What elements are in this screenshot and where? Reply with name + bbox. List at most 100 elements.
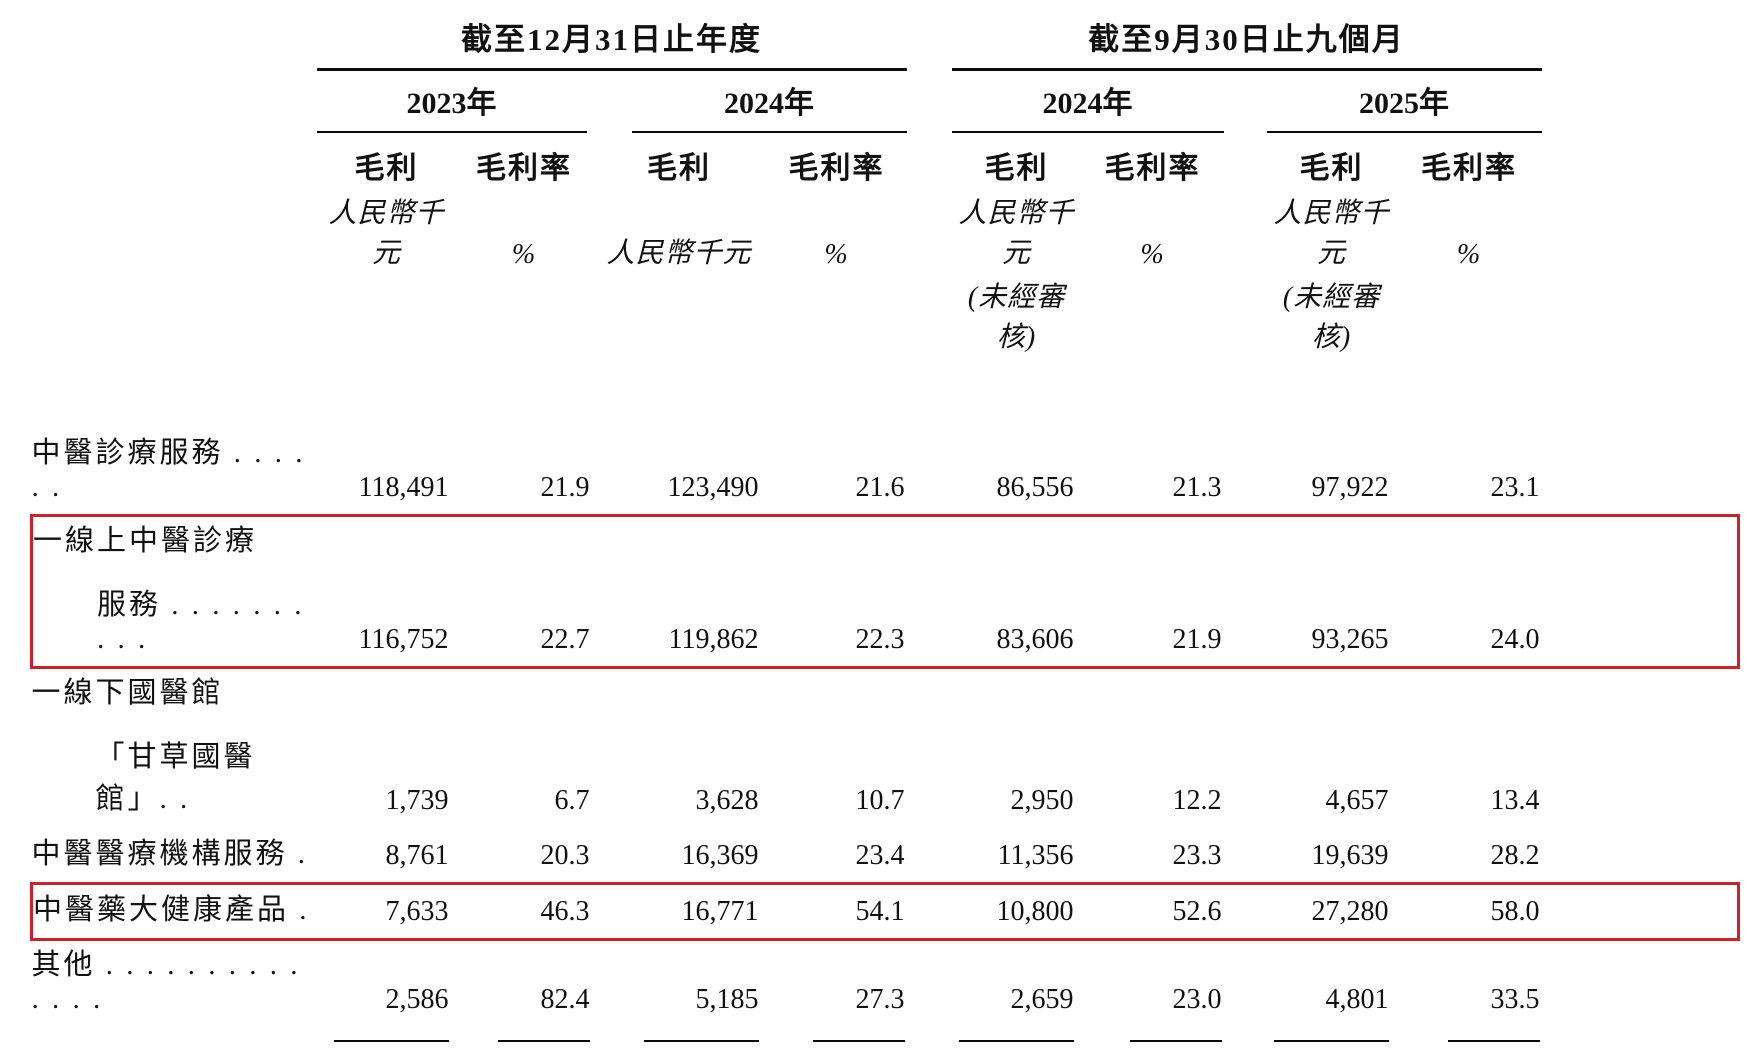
cell-value: 2,659 <box>1010 983 1074 1015</box>
rmb-thousand-unit: 人民幣千元 <box>958 198 1075 269</box>
empty-cell <box>1541 514 1740 669</box>
cell-value: 22.7 <box>456 514 592 669</box>
empty-cell <box>1542 275 1739 359</box>
row-tcm-health-products-highlighted: 中醫藥大健康產品 . 7,633 46.3 16,771 54.1 10,800… <box>30 881 1740 941</box>
cell-value: 27,280 <box>1223 881 1397 941</box>
empty-cell <box>32 1026 317 1048</box>
cell-value: 16,771 <box>591 881 767 941</box>
gross-profit-header: 毛利 <box>984 152 1049 185</box>
empty-cell <box>32 14 317 71</box>
cell-value: 27.3 <box>855 983 905 1015</box>
row-offline-gancao-clinics: 一線下國醫館 「甘草國醫館」. . 1,739 6.7 3,628 10.7 2… <box>32 668 1739 828</box>
cell-value: 33.5 <box>1490 983 1540 1015</box>
empty-cell <box>32 133 317 191</box>
unit-header-row: 人民幣千元 % 人民幣千元 % 人民幣千元 % 人民幣千元 % <box>32 191 1739 275</box>
empty-cell <box>1542 133 1739 191</box>
cell-value: 123,490 <box>667 472 759 503</box>
cell-value: 86,556 <box>996 472 1074 503</box>
cell-value: 54.1 <box>766 881 907 941</box>
unaudited-note: (未經審核) <box>1282 282 1381 353</box>
cell-value: 2,586 <box>385 983 449 1015</box>
cell-value: 21.9 <box>540 472 590 503</box>
cell-value: 22.3 <box>766 514 907 669</box>
cell-value: 28.2 <box>1490 839 1540 871</box>
percent-unit: % <box>824 239 849 270</box>
cell-value: 8,761 <box>385 839 449 871</box>
year-2024-fy: 2024年 <box>592 71 907 133</box>
period-group-rule: 截至12月31日止年度 <box>316 14 907 71</box>
cell-value: 7,633 <box>316 881 457 941</box>
gross-profit-by-segment-table: 截至12月31日止年度 截至9月30日止九個月 2023年 2024年 2024… <box>30 14 1740 1048</box>
row-tcm-diagnosis-treatment-services: 中醫診療服務 . . . . . . 118,491 21.9 123,490 … <box>32 429 1739 516</box>
year-label: 2024年 <box>724 87 814 120</box>
row-label: 中醫醫療機構服務 . <box>31 837 309 870</box>
row-online-tcm-services-highlighted: 一線上中醫診療 服務 . . . . . . . . . . 116,752 2… <box>30 514 1740 669</box>
row-label: 其他 . . . . . . . . . . . . . . <box>31 948 301 1015</box>
cell-value: 4,801 <box>1325 983 1389 1015</box>
cell-value: 11,356 <box>997 839 1074 871</box>
cell-value: 21.3 <box>1172 472 1222 503</box>
gross-margin-header: 毛利率 <box>1421 152 1517 185</box>
spacer-row <box>32 359 1739 429</box>
year-header-row: 2023年 2024年 2024年 2025年 <box>32 71 1739 133</box>
cell-value: 5,185 <box>695 983 759 1015</box>
cell-value: 10.7 <box>855 785 905 816</box>
year-2025-9m: 2025年 <box>1224 71 1542 133</box>
empty-cell <box>317 275 457 359</box>
single-rule <box>317 1026 457 1048</box>
unaudited-header-row: (未經審核) (未經審核) <box>32 275 1739 359</box>
row-label-line1: 一線下國醫館 <box>31 677 224 709</box>
cell-value: 116,752 <box>316 514 457 669</box>
cell-value: 83,606 <box>906 514 1082 669</box>
period-group-title: 截至9月30日止九個月 <box>1088 22 1405 57</box>
row-label: 一線下國醫館 「甘草國醫館」. . <box>32 668 317 828</box>
year-2023: 2023年 <box>316 71 592 133</box>
cell-value: 93,265 <box>1223 514 1397 669</box>
period-group-header-row: 截至12月31日止年度 截至9月30日止九個月 <box>32 14 1739 71</box>
cell-value: 21.6 <box>855 472 905 503</box>
cell-value: 19,639 <box>1311 839 1389 871</box>
empty-cell <box>1542 1026 1739 1048</box>
cell-value: 24.0 <box>1396 514 1542 669</box>
empty-cell <box>1542 668 1739 828</box>
gross-profit-header: 毛利 <box>354 152 419 185</box>
year-label: 2025年 <box>1359 87 1449 120</box>
empty-cell <box>32 275 317 359</box>
empty-cell <box>1541 881 1740 941</box>
row-label: 中醫診療服務 . . . . . . <box>31 437 306 503</box>
row-label-line1: 一線上中醫診療 <box>33 525 258 557</box>
rmb-thousand-unit: 人民幣千元 <box>1273 198 1390 269</box>
period-group-year-ended: 截至12月31日止年度 <box>316 14 907 71</box>
year-label: 2023年 <box>406 87 497 120</box>
row-label: 一線上中醫診療 服務 . . . . . . . . . . <box>30 514 317 669</box>
cell-value: 2,950 <box>1010 785 1074 816</box>
empty-cell <box>1542 191 1739 275</box>
single-rule <box>1082 1026 1224 1048</box>
cell-value: 1,739 <box>385 785 449 816</box>
cell-value: 23.0 <box>1172 983 1222 1015</box>
cell-value: 6.7 <box>554 785 590 816</box>
single-rule <box>592 1026 767 1048</box>
cell-value: 21.9 <box>1081 514 1224 669</box>
period-group-nine-months: 截至9月30日止九個月 <box>907 14 1542 71</box>
cell-value: 23.4 <box>855 839 905 871</box>
cell-value: 23.1 <box>1490 472 1540 503</box>
cell-value: 23.3 <box>1172 839 1222 871</box>
unaudited-note: (未經審核) <box>967 282 1066 353</box>
cell-value: 20.3 <box>540 839 590 871</box>
single-rule <box>1397 1026 1542 1048</box>
cell-value: 16,369 <box>681 839 759 871</box>
cell-value: 46.3 <box>456 881 592 941</box>
empty-cell <box>1542 827 1739 883</box>
empty-cell <box>1542 14 1739 71</box>
row-tcm-medical-institution-services: 中醫醫療機構服務 . 8,761 20.3 16,369 23.4 11,356… <box>32 827 1739 883</box>
empty-cell <box>32 191 317 275</box>
cell-value: 4,657 <box>1325 785 1389 816</box>
cell-value: 12.2 <box>1172 785 1222 816</box>
single-rule <box>1224 1026 1397 1048</box>
cell-value: 13.4 <box>1490 785 1540 816</box>
row-label-line2: 「甘草國醫館」. . <box>95 741 256 815</box>
row-others: 其他 . . . . . . . . . . . . . . 2,586 82.… <box>32 939 1739 1026</box>
rmb-thousand-unit: 人民幣千元 <box>606 238 752 269</box>
